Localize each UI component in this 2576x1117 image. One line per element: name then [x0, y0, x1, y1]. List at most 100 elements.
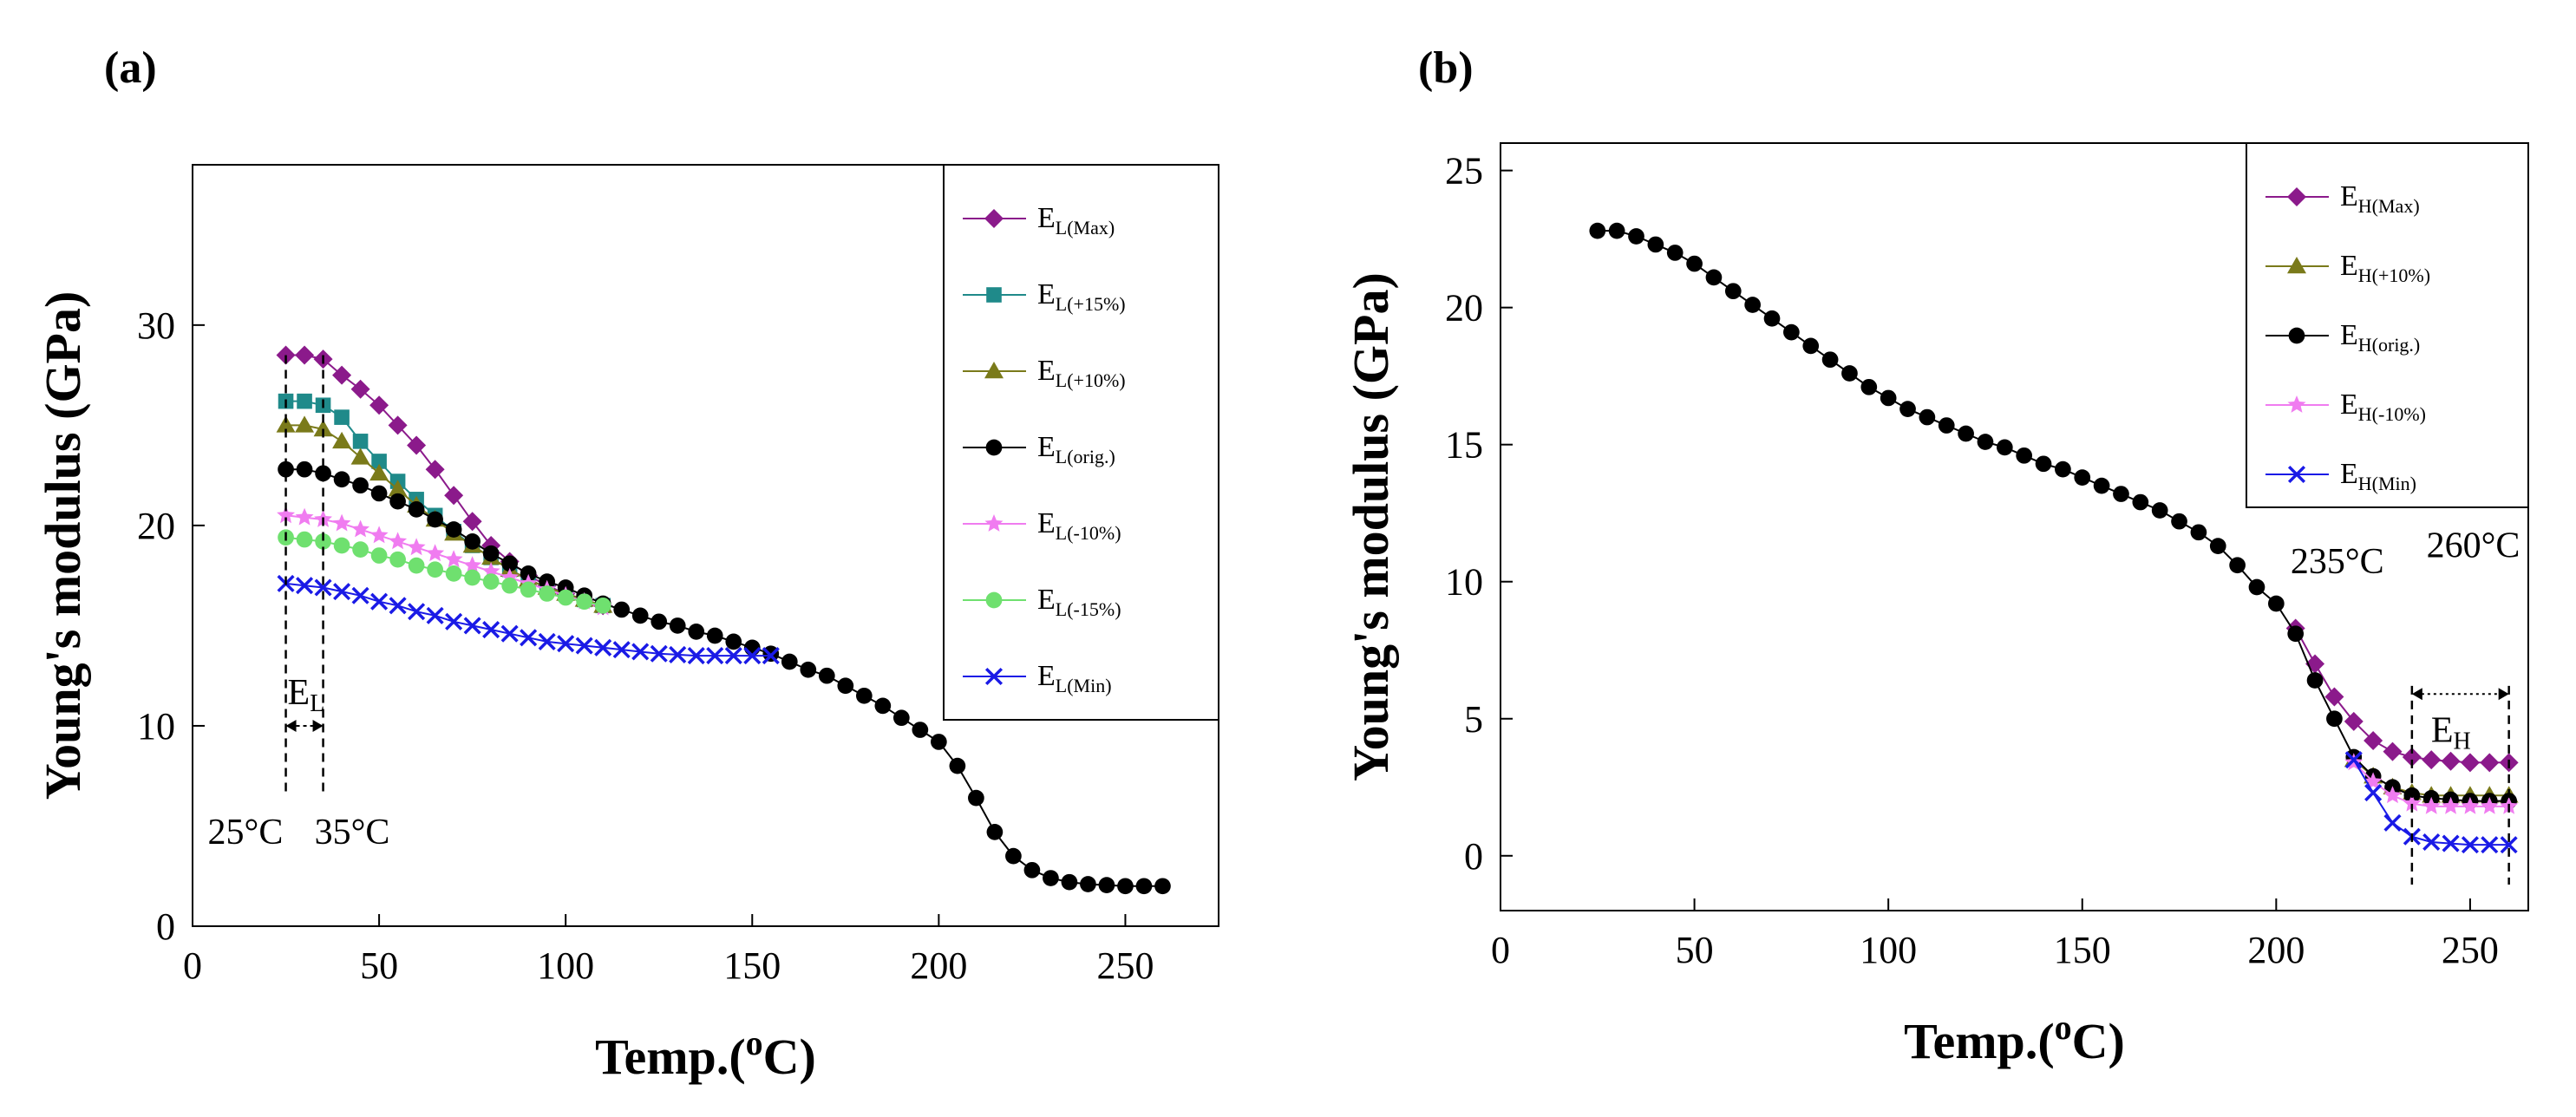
legend-label: EH(+10%) [2340, 250, 2430, 286]
data-point [631, 643, 650, 661]
data-point [1098, 877, 1115, 893]
data-point [2403, 794, 2422, 812]
legend-marker [986, 287, 1002, 303]
data-point [2248, 578, 2265, 596]
data-point [1154, 878, 1171, 895]
plot-frame [1500, 142, 2529, 911]
data-point [482, 621, 500, 639]
legend-label-sub: L(-10%) [1056, 522, 1121, 544]
data-point [314, 578, 332, 597]
data-point [2287, 625, 2305, 643]
data-point [2113, 486, 2129, 502]
data-point [743, 647, 762, 665]
data-point [2151, 502, 2168, 519]
data-point [350, 379, 370, 399]
data-point [333, 537, 350, 554]
data-point [520, 629, 538, 647]
data-point [427, 561, 443, 578]
data-point [2500, 836, 2518, 854]
data-point [2229, 557, 2246, 574]
data-point [2267, 595, 2285, 612]
x-tick-label: 200 [910, 944, 967, 987]
x-axis-title-main: Temp.( [1904, 1013, 2055, 1069]
data-point [557, 635, 575, 653]
data-point [781, 653, 798, 670]
x-tick-label: 50 [360, 944, 398, 987]
data-point [1724, 283, 1742, 300]
y-tick-label: 30 [137, 304, 175, 347]
legend-marker [984, 362, 1004, 379]
arrow-head-right [2498, 688, 2509, 701]
data-point [278, 461, 294, 478]
data-point [2344, 751, 2363, 769]
annotation-el-main: E [288, 673, 311, 713]
arrow-head-left [285, 719, 297, 732]
data-point [912, 722, 929, 738]
legend-marker [2287, 257, 2306, 274]
data-point [2209, 538, 2226, 554]
data-point [2364, 731, 2383, 751]
data-point [892, 709, 910, 727]
data-point [2442, 796, 2460, 814]
data-point [425, 460, 445, 480]
data-point [370, 547, 388, 564]
legend-entry: EL(+15%) [963, 278, 1126, 315]
legend-label-sub: H(Min) [2358, 473, 2416, 494]
data-point [594, 597, 611, 614]
y-tick-label: 20 [137, 505, 175, 547]
data-point [2461, 796, 2480, 814]
legend-box [943, 164, 1219, 721]
data-point [2093, 477, 2110, 494]
chart-panel-b: (b) 0 50 100 150 200 250 0 5 10 15 20 25 Temp.(oC) You… [1343, 43, 2529, 1069]
data-point [2422, 833, 2441, 852]
data-point [1589, 222, 1606, 239]
data-point [295, 345, 315, 365]
data-point [2055, 461, 2071, 478]
data-point [369, 463, 389, 481]
data-point [2326, 710, 2343, 728]
data-point [2442, 834, 2460, 852]
data-point [445, 612, 463, 630]
data-point [688, 624, 705, 640]
x-tick-label: 100 [1860, 929, 1917, 971]
data-point [389, 493, 406, 510]
data-point [334, 409, 350, 425]
annotation-el-sub: L [310, 690, 324, 717]
data-point [462, 512, 482, 532]
data-point [706, 627, 723, 644]
legend-label-sub: L(orig.) [1056, 446, 1115, 467]
annotation-260c: 260°C [2427, 526, 2520, 565]
data-point [725, 633, 742, 650]
data-point [612, 641, 631, 659]
legend-label: EL(+15%) [1037, 278, 1126, 315]
data-point [2480, 796, 2499, 814]
data-point [613, 601, 631, 618]
data-point [427, 511, 443, 528]
data-point [1783, 323, 1800, 341]
data-point [1996, 439, 2013, 456]
data-point [1117, 878, 1134, 895]
data-point [1860, 378, 1878, 395]
legend-label-sub: H(-10%) [2358, 403, 2426, 425]
data-point [407, 435, 427, 455]
legend-label-sub: L(-15%) [1056, 598, 1121, 620]
legend-label: EL(Max) [1037, 202, 1115, 238]
data-point [350, 447, 370, 465]
data-point [332, 431, 352, 449]
legend-label-main: E [1037, 278, 1056, 310]
data-point [388, 480, 408, 497]
data-point [576, 593, 593, 611]
legend-marker [2287, 465, 2306, 484]
data-point [706, 647, 724, 665]
legend-label-main: E [1037, 431, 1056, 463]
legend-marker [2288, 327, 2305, 344]
data-point [370, 485, 388, 502]
data-point [1647, 236, 1664, 253]
x-tick-label: 50 [1676, 929, 1714, 971]
arrow-head-right [312, 719, 324, 732]
legend-entry: EH(orig.) [2265, 319, 2420, 356]
annotation-25c: 25°C [208, 813, 284, 852]
data-point [277, 506, 295, 524]
data-point [968, 789, 984, 807]
